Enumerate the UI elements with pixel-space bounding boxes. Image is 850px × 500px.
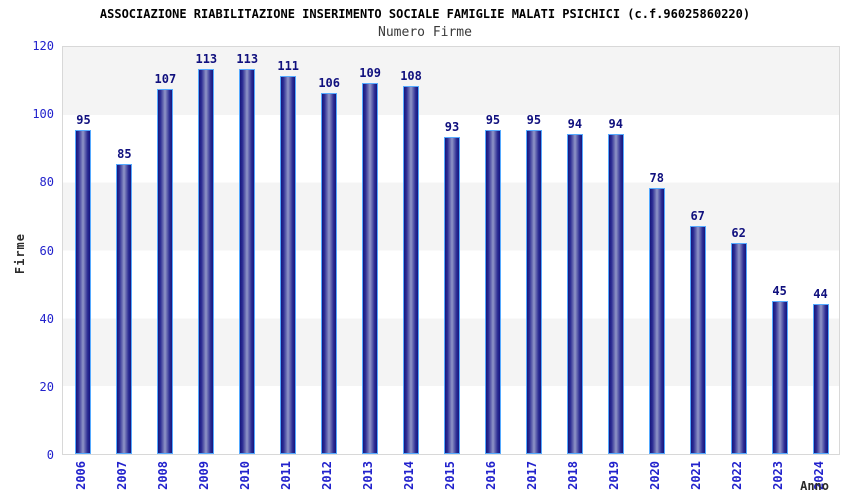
y-tick-label: 100 bbox=[32, 107, 54, 122]
bar bbox=[362, 82, 379, 454]
bar-value-label: 62 bbox=[731, 225, 746, 240]
bar bbox=[771, 300, 788, 454]
x-tick-label: 2023 bbox=[770, 461, 785, 490]
bar-value-label: 94 bbox=[567, 116, 583, 131]
bar bbox=[403, 85, 420, 454]
bar-value-label: 78 bbox=[649, 171, 664, 186]
bar-value-label: 93 bbox=[444, 120, 460, 135]
bar bbox=[280, 75, 297, 454]
bar bbox=[116, 164, 133, 454]
x-axis-title: Anno bbox=[800, 479, 829, 493]
bar-value-label: 113 bbox=[236, 51, 259, 66]
bar bbox=[321, 92, 338, 454]
bar bbox=[689, 225, 706, 454]
bar-value-label: 109 bbox=[359, 65, 381, 80]
y-tick-label: 60 bbox=[39, 243, 54, 258]
bar bbox=[730, 242, 747, 454]
x-tick-label: 2013 bbox=[361, 461, 376, 490]
x-tick-label: 2017 bbox=[524, 461, 539, 490]
chart-title: ASSOCIAZIONE RIABILITAZIONE INSERIMENTO … bbox=[99, 7, 751, 21]
x-tick-label: 2008 bbox=[156, 461, 171, 490]
bar-value-label: 111 bbox=[277, 58, 300, 73]
x-tick-label: 2014 bbox=[402, 461, 417, 490]
bar bbox=[525, 130, 542, 454]
x-tick-label: 2006 bbox=[74, 461, 89, 490]
x-tick-label: 2007 bbox=[115, 461, 130, 490]
bar bbox=[75, 130, 92, 454]
bar bbox=[607, 133, 624, 454]
y-tick-label: 40 bbox=[39, 311, 54, 326]
x-tick-label: 2021 bbox=[688, 461, 703, 490]
plot-area: 95 85 107 113 113 111 106 109 108 93 95 95 94 94 78 67 6… bbox=[62, 46, 840, 455]
bar bbox=[198, 68, 215, 454]
bar-value-label: 107 bbox=[154, 72, 177, 87]
x-tick-label: 2018 bbox=[565, 461, 580, 490]
x-tick-label: 2015 bbox=[443, 461, 457, 490]
x-tick-label: 2012 bbox=[320, 461, 335, 490]
x-tick-label: 2020 bbox=[647, 461, 662, 490]
x-tick-label: 2010 bbox=[238, 461, 253, 490]
y-tick-label: 20 bbox=[39, 379, 54, 394]
x-tick-label: 2011 bbox=[279, 461, 294, 490]
bar-value-label: 95 bbox=[76, 113, 91, 128]
bar-value-label: 108 bbox=[400, 68, 422, 83]
bar bbox=[812, 304, 829, 454]
bar-value-label: 45 bbox=[772, 283, 787, 298]
bar bbox=[157, 89, 174, 454]
x-tick-label: 2019 bbox=[606, 461, 621, 490]
chart-subtitle: Numero Firme bbox=[378, 25, 472, 40]
bar bbox=[484, 130, 501, 454]
x-tick-label: 2009 bbox=[197, 461, 212, 490]
bar bbox=[239, 68, 256, 454]
bar-value-label: 67 bbox=[690, 208, 705, 223]
bar-value-label: 106 bbox=[318, 75, 340, 90]
bar bbox=[566, 133, 583, 454]
bar bbox=[648, 188, 665, 454]
bar bbox=[444, 137, 460, 454]
bar-value-label: 94 bbox=[608, 116, 623, 131]
bar-value-label: 85 bbox=[117, 147, 132, 162]
x-tick-label: 2022 bbox=[729, 461, 744, 490]
bar-value-label: 95 bbox=[526, 113, 542, 128]
x-tick-label: 2016 bbox=[483, 461, 498, 490]
y-tick-label: 0 bbox=[46, 448, 54, 462]
y-tick-label: 120 bbox=[32, 39, 54, 53]
y-tick-label: 80 bbox=[39, 175, 54, 190]
bar-value-label: 95 bbox=[485, 113, 501, 128]
bar-value-label: 44 bbox=[813, 287, 828, 302]
bar-value-label: 113 bbox=[195, 51, 218, 66]
